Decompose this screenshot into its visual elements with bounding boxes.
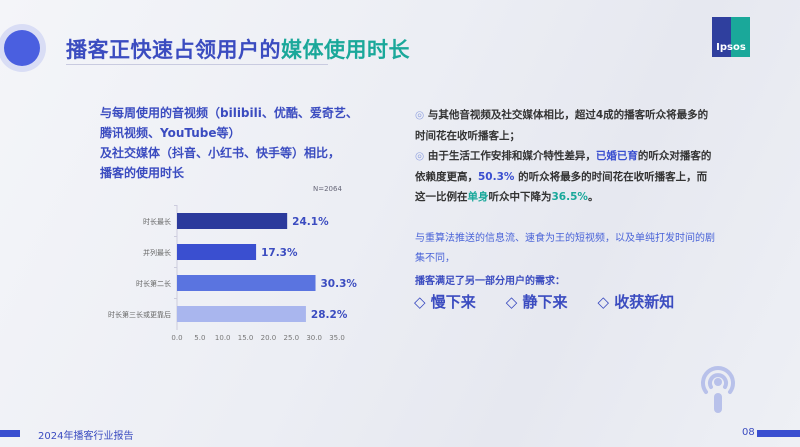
category-label: 时长第二长 [136, 279, 171, 288]
findings: ◎ 与其他音视频及社交媒体相比，超过4成的播客听众将最多的时间花在收听播客上； … [415, 105, 715, 208]
data-label: 30.3% [321, 278, 358, 290]
x-tick-label: 35.0 [329, 334, 345, 342]
report-name: 2024年播客行业报告 [38, 431, 134, 442]
decor-circle-inner [4, 30, 40, 66]
x-tick-label: 10.0 [215, 334, 231, 342]
category-label: 并列最长 [143, 248, 171, 257]
data-label: 28.2% [311, 309, 348, 321]
podcast-icon [701, 366, 735, 413]
category-label: 时长第三长或更靠后 [108, 310, 171, 319]
need-item: ◇ 静下来 [505, 293, 568, 311]
bar-chart: 时长最长 24.1% 并列最长 17.3% 时长第二长 30.3% 时长第三长或更靠后 28.… [108, 205, 358, 342]
bar [177, 275, 316, 291]
x-tick-label: 25.0 [283, 334, 299, 342]
need-item: ◇ 慢下来 [414, 293, 476, 311]
bar [177, 306, 306, 322]
ipsos-logo: Ipsos [712, 17, 750, 57]
finding-1: ◎ 与其他音视频及社交媒体相比，超过4成的播客听众将最多的时间花在收听播客上； [415, 109, 709, 142]
page-number: 08 [742, 427, 755, 438]
need-item: ◇ 收获新知 [597, 293, 675, 311]
x-tick-label: 15.0 [238, 334, 254, 342]
contrast-text: 与重算法推送的信息流、速食为王的短视频，以及单纯打发时间的剧集不同， [415, 233, 715, 264]
x-tick-label: 0.0 [171, 334, 182, 342]
x-tick-label: 20.0 [261, 334, 277, 342]
chart-question: 与每周使用的音视频（bilibili、优酷、爱奇艺、 腾讯视频、YouTube等）… [100, 106, 358, 180]
x-tick-label: 30.0 [306, 334, 322, 342]
finding-2: ◎ 由于生活工作安排和媒介特性差异，已婚已育的听众对播客的依赖度更高，50.3%… [415, 150, 712, 203]
sample-size: N=2064 [313, 185, 342, 193]
category-label: 时长最长 [143, 217, 171, 226]
needs-heading: 播客满足了另一部分用户的需求： [415, 276, 565, 287]
data-label: 17.3% [261, 247, 298, 259]
footer-bar [757, 430, 800, 437]
footer-bar [0, 430, 20, 437]
title-divider [66, 64, 328, 65]
x-tick-label: 5.0 [194, 334, 205, 342]
bar [177, 213, 288, 229]
bar [177, 244, 257, 260]
page-title: 播客正快速占领用户的媒体使用时长 [66, 38, 410, 62]
data-label: 24.1% [292, 216, 329, 228]
needs-list: ◇ 慢下来 ◇ 静下来 ◇ 收获新知 [414, 291, 674, 312]
